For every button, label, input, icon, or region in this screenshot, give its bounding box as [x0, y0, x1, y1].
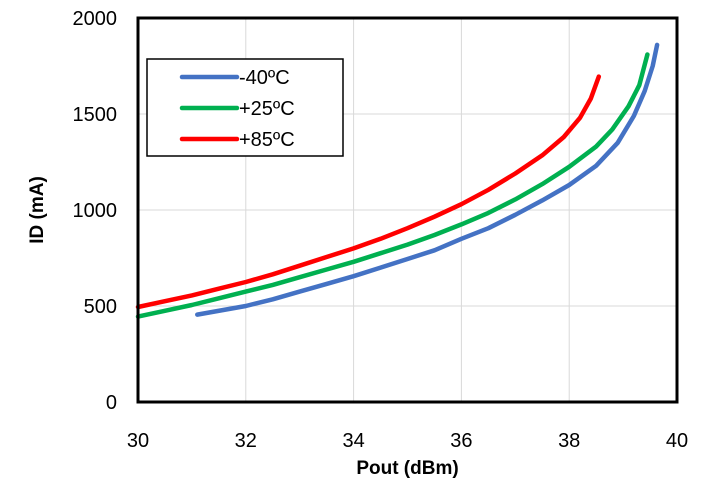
x-tick-label: 34 [342, 430, 364, 452]
legend: -40ºC +25ºC +85ºC [146, 58, 344, 157]
x-tick-label: 32 [235, 430, 257, 452]
x-tick-label: 40 [666, 430, 688, 452]
series-line-2 [135, 52, 650, 319]
x-axis-title: Pout (dBm) [356, 458, 458, 479]
series-line-3 [135, 74, 602, 310]
legend-label: +85ºC [239, 129, 295, 151]
y-tick-label: 1500 [73, 104, 118, 126]
y-tick-label: 500 [84, 296, 117, 318]
plot-frame [136, 16, 679, 404]
plot-series [135, 42, 660, 319]
y-tick-label: 1000 [73, 200, 118, 222]
series-line-1 [195, 42, 660, 317]
y-axis-title: ID (mA) [27, 176, 48, 244]
y-tick-label: 0 [106, 392, 117, 414]
x-tick-label: 38 [558, 430, 580, 452]
tick-labels: 30 32 34 36 38 40 0 500 1000 1500 2000 [73, 8, 689, 452]
legend-label: -40ºC [239, 67, 290, 89]
x-tick-label: 36 [450, 430, 472, 452]
legend-label: +25ºC [239, 98, 295, 120]
y-tick-label: 2000 [73, 8, 118, 30]
legend-box [146, 58, 344, 157]
x-tick-label: 30 [127, 430, 149, 452]
